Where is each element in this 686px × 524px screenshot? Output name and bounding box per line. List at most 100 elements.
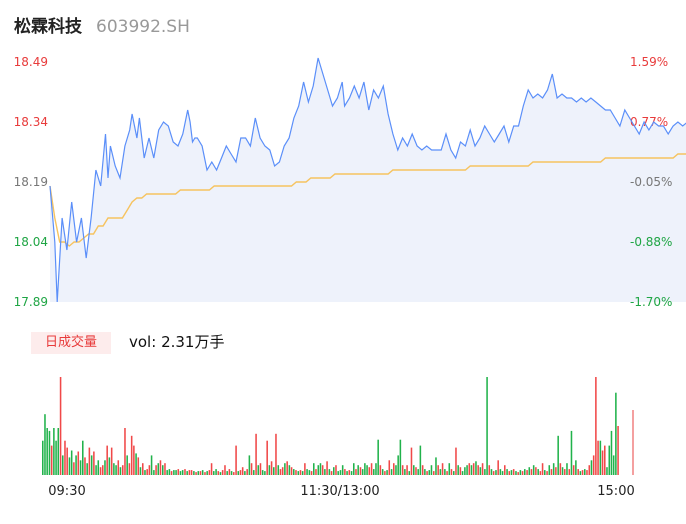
volume-bar <box>193 471 195 475</box>
volume-bar <box>537 469 539 475</box>
volume-bar <box>559 463 562 475</box>
price-area <box>50 58 686 302</box>
volume-bar <box>579 471 582 475</box>
volume-bar <box>219 472 222 475</box>
volume-bar <box>481 463 484 475</box>
volume-bar <box>190 470 193 475</box>
volume-bar <box>370 463 373 475</box>
volume-bar <box>128 463 131 475</box>
y-tick-left: 17.89 <box>14 295 48 309</box>
volume-bar <box>555 467 557 475</box>
volume-bar <box>130 435 133 475</box>
volume-bar <box>208 470 211 475</box>
volume-bar <box>539 471 542 475</box>
volume-bar <box>570 430 573 475</box>
volume-bar <box>377 439 379 475</box>
volume-bar <box>166 470 168 475</box>
volume-bar <box>177 469 180 475</box>
volume-bar <box>213 471 215 475</box>
volume-bar <box>277 465 280 475</box>
volume-bar <box>250 463 253 475</box>
volume-bar <box>62 455 64 475</box>
volume-bar <box>561 467 564 475</box>
volume-bar <box>437 465 439 475</box>
volume-bar <box>79 460 82 475</box>
volume-bar <box>501 471 504 475</box>
volume-bar <box>97 460 100 475</box>
volume-bar <box>48 430 51 475</box>
volume-bar <box>592 455 595 475</box>
volume-bar <box>286 461 288 475</box>
volume-bar <box>595 377 597 475</box>
volume-bar <box>390 469 393 475</box>
volume-bar <box>188 470 191 475</box>
volume-bar <box>597 440 599 475</box>
y-tick-left: 18.34 <box>14 115 48 129</box>
volume-bar <box>168 469 171 475</box>
volume-bar <box>468 463 471 475</box>
volume-bar <box>84 457 86 475</box>
volume-bar <box>253 470 255 475</box>
volume-bar <box>77 451 80 475</box>
volume-bar <box>59 377 62 475</box>
volume-bar <box>159 460 162 475</box>
volume-bar <box>379 465 382 475</box>
volume-bar <box>381 469 384 475</box>
volume-bar <box>508 471 511 475</box>
volume-bar <box>339 470 342 475</box>
volume-bar <box>417 469 419 475</box>
volume-bar <box>104 460 106 475</box>
volume-bar <box>95 465 97 475</box>
volume-bar <box>306 469 308 475</box>
volume-bar <box>355 469 357 475</box>
volume-bar <box>428 470 431 475</box>
volume-bar <box>512 469 515 475</box>
volume-bar <box>499 469 502 475</box>
volume-bar <box>350 471 353 475</box>
volume-bar <box>301 471 304 475</box>
volume-tab[interactable]: 日成交量 <box>31 332 111 354</box>
volume-bar <box>535 467 537 475</box>
volume-bar <box>279 469 282 475</box>
volume-bar <box>42 440 44 475</box>
volume-bar <box>150 455 153 475</box>
volume-bar <box>530 469 533 475</box>
volume-bar <box>466 465 468 475</box>
volume-bar <box>164 463 166 475</box>
volume-bar <box>201 470 204 475</box>
volume-bar <box>484 469 486 475</box>
volume-bar <box>293 469 295 475</box>
volume-bar <box>241 467 244 475</box>
volume-bar <box>119 467 122 475</box>
volume-bar <box>528 467 531 475</box>
volume-bar <box>288 465 291 475</box>
volume-bar <box>321 465 324 475</box>
volume-bar <box>577 469 579 475</box>
volume-bar <box>399 439 402 475</box>
volume-bar <box>617 426 619 475</box>
volume-bar <box>426 471 428 475</box>
volume-bar <box>335 465 337 475</box>
x-tick-midday: 11:30/13:00 <box>300 484 379 499</box>
volume-bar <box>444 469 446 475</box>
volume-bar <box>441 463 444 475</box>
volume-bar <box>170 471 173 475</box>
volume-bar <box>344 469 346 475</box>
volume-bar <box>599 440 602 475</box>
volume-bar <box>53 428 55 475</box>
volume-bar <box>544 470 546 475</box>
volume-bar <box>117 460 120 475</box>
volume-bar <box>341 465 344 475</box>
volume-bar <box>246 469 248 475</box>
volume-bar <box>395 465 397 475</box>
volume-bar <box>204 472 206 475</box>
volume-bar <box>359 467 362 475</box>
volume-bar <box>546 471 548 475</box>
volume-bar <box>57 428 60 475</box>
volume-bar <box>541 463 544 475</box>
volume-bar <box>270 461 273 475</box>
volume-bar <box>393 463 395 475</box>
volume-bar <box>319 463 322 475</box>
volume-bar <box>224 465 226 475</box>
